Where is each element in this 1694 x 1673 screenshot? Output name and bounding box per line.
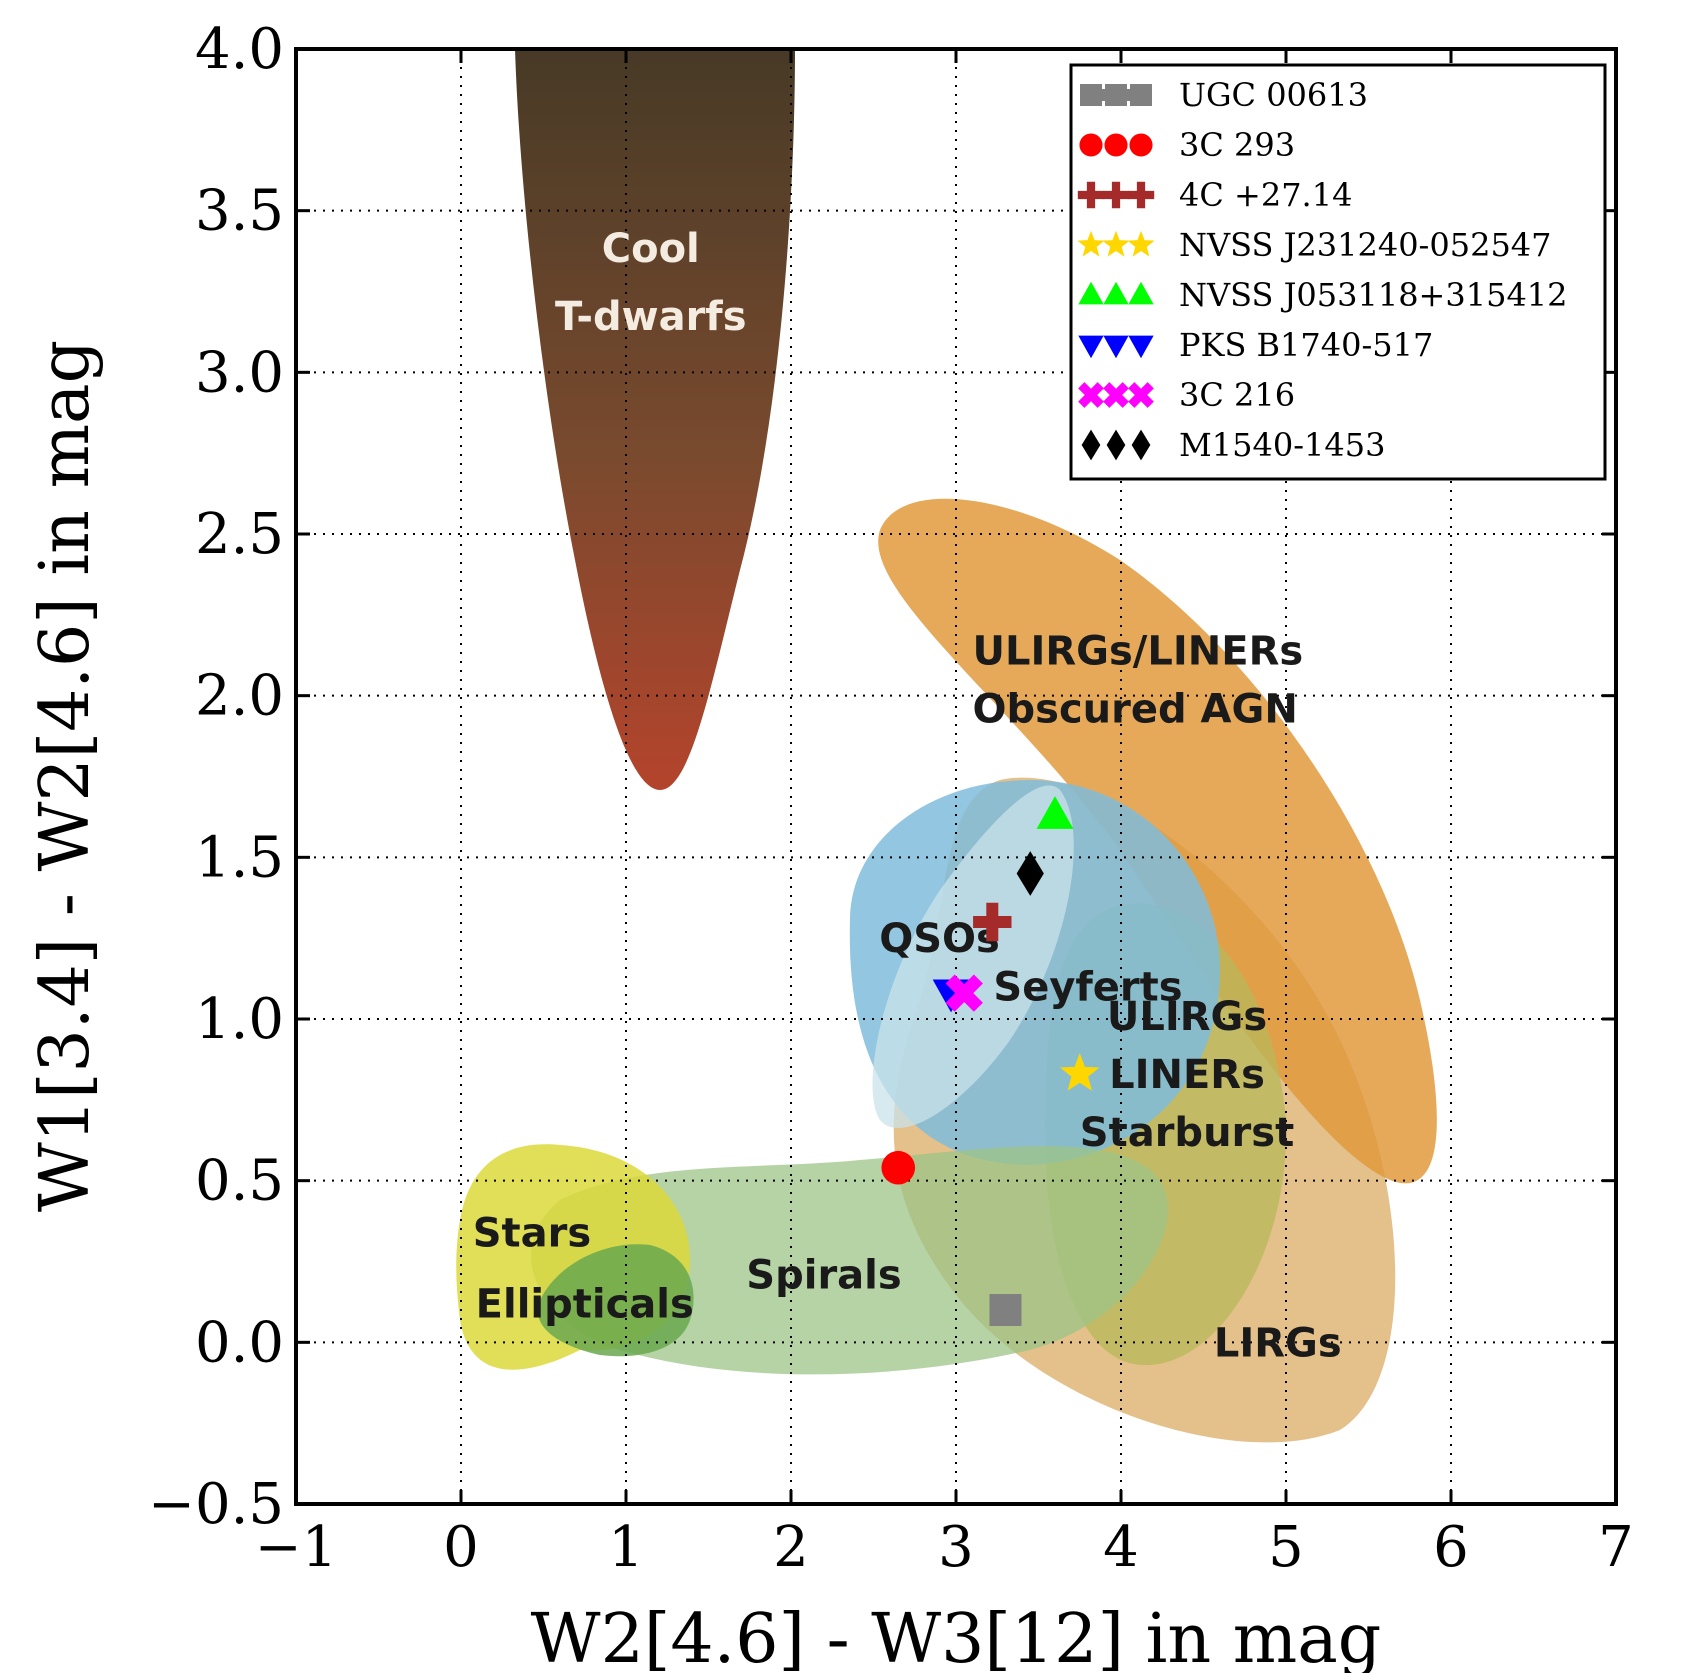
legend-marker — [1127, 181, 1155, 209]
legend-label: M1540-1453 — [1179, 426, 1385, 464]
x-tick-label: 7 — [1598, 1515, 1634, 1580]
legend-marker-shape — [1128, 382, 1154, 408]
data-point-shape — [945, 974, 983, 1012]
y-tick-label: 4.0 — [195, 17, 284, 82]
legend-marker — [1079, 133, 1103, 157]
region-label: ULIRGs/LINERs — [973, 629, 1304, 675]
legend-marker-shape — [1078, 382, 1104, 408]
legend-marker — [1131, 429, 1151, 461]
legend-box — [1069, 63, 1607, 481]
region-label: Seyferts — [993, 965, 1182, 1011]
legend-marker — [1128, 281, 1154, 305]
legend-label: UGC 00613 — [1179, 76, 1368, 114]
legend-label: 3C 216 — [1179, 376, 1295, 414]
y-tick-label: 2.0 — [195, 664, 284, 729]
data-point — [989, 1294, 1022, 1326]
region-label: Cool — [602, 226, 700, 272]
legend-marker — [1102, 181, 1130, 209]
legend-marker — [1103, 382, 1129, 408]
tick-layer: −1 0 1 2 3 4 5 6 7 −0.5 0.0 0.5 1.0 1.5 2.0 2.5 3.0 3.5 4.… — [148, 17, 1634, 1580]
y-tick-label: −0.5 — [148, 1472, 284, 1537]
region-cool-t-dwarfs — [515, 49, 795, 790]
legend: UGC 00613 3C 293 4C +27.14 NVSS J231240-052… — [1069, 63, 1607, 481]
region-label: T-dwarfs — [555, 294, 747, 340]
x-tick-label: 5 — [1268, 1515, 1304, 1580]
x-tick-label: 1 — [608, 1515, 644, 1580]
x-tick-label: 6 — [1433, 1515, 1469, 1580]
legend-marker — [1103, 335, 1129, 359]
legend-marker — [1128, 335, 1154, 359]
legend-marker — [1129, 133, 1153, 157]
legend-marker — [1078, 281, 1104, 305]
y-tick-label: 1.5 — [195, 825, 284, 890]
x-tick-label: 4 — [1103, 1515, 1139, 1580]
legend-label: 4C +27.14 — [1179, 176, 1352, 214]
y-tick-label: 3.0 — [195, 340, 284, 405]
data-point — [945, 974, 983, 1012]
data-point-layer — [881, 796, 1100, 1326]
data-point — [1036, 796, 1074, 829]
legend-marker — [1102, 230, 1130, 257]
region-ellipticals — [537, 1244, 694, 1357]
legend-marker — [1081, 429, 1101, 461]
x-tick-label: 2 — [773, 1515, 809, 1580]
y-tick-label: 2.5 — [195, 502, 284, 567]
region-label: LINERs — [1109, 1052, 1265, 1098]
x-axis-label: W2[4.6] - W3[12] in mag — [531, 1600, 1382, 1673]
region-label: Ellipticals — [476, 1282, 694, 1328]
y-axis-label: W1[3.4] - W2[4.6] in mag — [26, 340, 105, 1212]
legend-label: 3C 293 — [1179, 126, 1295, 164]
legend-marker — [1091, 89, 1141, 101]
legend-label: NVSS J053118+315412 — [1179, 276, 1568, 314]
x-tick-label: 0 — [443, 1515, 479, 1580]
region-layer — [456, 49, 1437, 1443]
data-point — [881, 1150, 916, 1185]
legend-marker — [1104, 133, 1128, 157]
legend-marker-shape — [1103, 382, 1129, 408]
legend-label: PKS B1740-517 — [1179, 326, 1433, 364]
y-tick-label: 3.5 — [195, 179, 284, 244]
x-tick-label: 3 — [938, 1515, 974, 1580]
region-label: Obscured AGN — [973, 687, 1298, 733]
data-point — [973, 902, 1012, 942]
region-label: Spirals — [746, 1252, 901, 1298]
legend-marker — [1128, 382, 1154, 408]
legend-marker — [1077, 181, 1105, 209]
region-label: LIRGs — [1214, 1320, 1342, 1366]
legend-marker — [1106, 429, 1126, 461]
region-label: ULIRGs — [1107, 994, 1267, 1040]
legend-label: NVSS J231240-052547 — [1179, 226, 1552, 264]
region-label: Starburst — [1080, 1110, 1294, 1156]
y-tick-label: 0.0 — [195, 1310, 284, 1375]
data-point — [1059, 1053, 1100, 1091]
legend-marker — [1078, 382, 1104, 408]
y-tick-label: 0.5 — [195, 1149, 284, 1214]
y-tick-label: 1.0 — [195, 987, 284, 1052]
legend-marker — [1103, 281, 1129, 305]
region-label: Stars — [473, 1210, 591, 1256]
x-tick-label: −1 — [255, 1515, 338, 1580]
legend-marker — [1077, 230, 1105, 257]
data-point — [1016, 851, 1044, 896]
legend-marker — [1078, 335, 1104, 359]
legend-marker — [1127, 230, 1155, 257]
